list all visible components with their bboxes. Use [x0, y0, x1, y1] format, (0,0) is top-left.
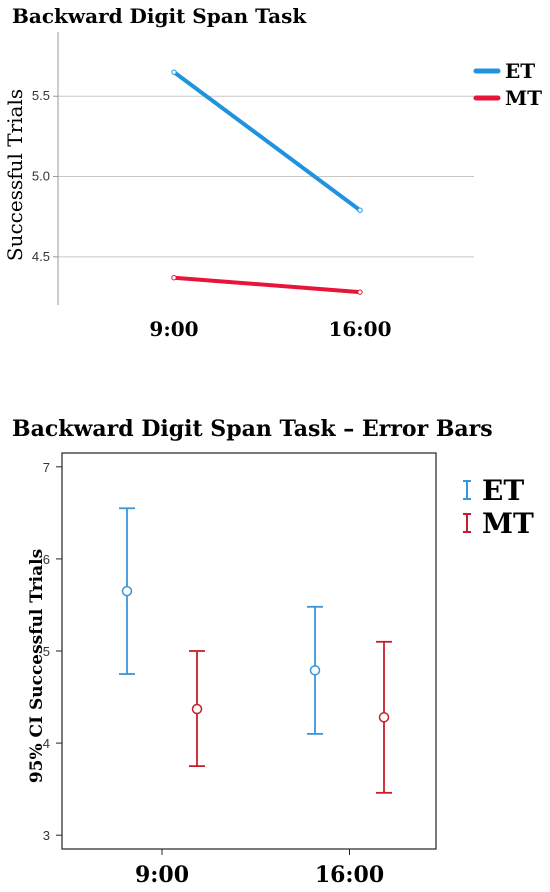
chart2-title: Backward Digit Span Task – Error Bars [12, 416, 493, 442]
line-chart: Backward Digit Span Task Successful Tria… [3, 4, 542, 341]
chart2-y-tick-label: 3 [43, 828, 50, 843]
chart2-x-tick-label: 16:00 [315, 862, 384, 888]
chart1-y-ticks: 4.5 5.0 5.5 [32, 88, 58, 264]
chart1-series-line-et [172, 70, 362, 213]
chart1-point-mt [357, 289, 363, 295]
error-bar-chart: Backward Digit Span Task – Error Bars 95… [12, 416, 534, 888]
chart1-x-ticks: 9:00 16:00 [149, 317, 391, 341]
chart1-y-tick-label: 4.5 [32, 249, 50, 264]
chart1-series-line-mt [172, 275, 362, 295]
chart2-legend-label-et: ET [482, 474, 524, 507]
chart2-series [119, 507, 392, 794]
chart1-y-tick-label: 5.5 [32, 88, 50, 103]
chart2-y-tick-label: 4 [43, 736, 50, 751]
chart1-legend: ET MT [473, 59, 542, 110]
chart1-y-tick-label: 5.0 [32, 169, 50, 184]
chart2-y-axis-label: 95% CI Successful Trials [27, 549, 47, 783]
chart2-plot-frame [61, 452, 437, 850]
chart2-mean-marker-et [309, 665, 321, 676]
chart1-x-tick-label: 16:00 [328, 317, 391, 341]
chart1-series [171, 69, 363, 295]
chart2-legend-label-mt: MT [482, 507, 534, 540]
chart1-point-et [357, 207, 363, 213]
chart1-point-et [171, 69, 177, 75]
chart1-legend-label-mt: MT [505, 86, 542, 110]
chart1-gridlines [58, 95, 474, 258]
chart2-mean-marker-mt [378, 712, 390, 723]
chart2-x-ticks: 9:00 16:00 [135, 849, 384, 888]
chart2-x-tick-label: 9:00 [135, 862, 189, 888]
chart1-title: Backward Digit Span Task [12, 4, 307, 28]
chart1-legend-label-et: ET [505, 59, 535, 83]
chart2-mean-marker-et [121, 585, 133, 597]
chart1-y-axis-label: Successful Trials [3, 89, 27, 261]
chart2-y-ticks: 3 4 5 6 7 [43, 460, 62, 843]
chart1-x-tick-label: 9:00 [149, 317, 198, 341]
chart1-point-mt [171, 275, 177, 281]
chart2-y-tick-label: 7 [43, 460, 50, 475]
chart2-mean-marker-mt [191, 703, 203, 715]
chart2-y-tick-label: 5 [43, 644, 50, 659]
chart2-y-tick-label: 6 [43, 552, 50, 567]
